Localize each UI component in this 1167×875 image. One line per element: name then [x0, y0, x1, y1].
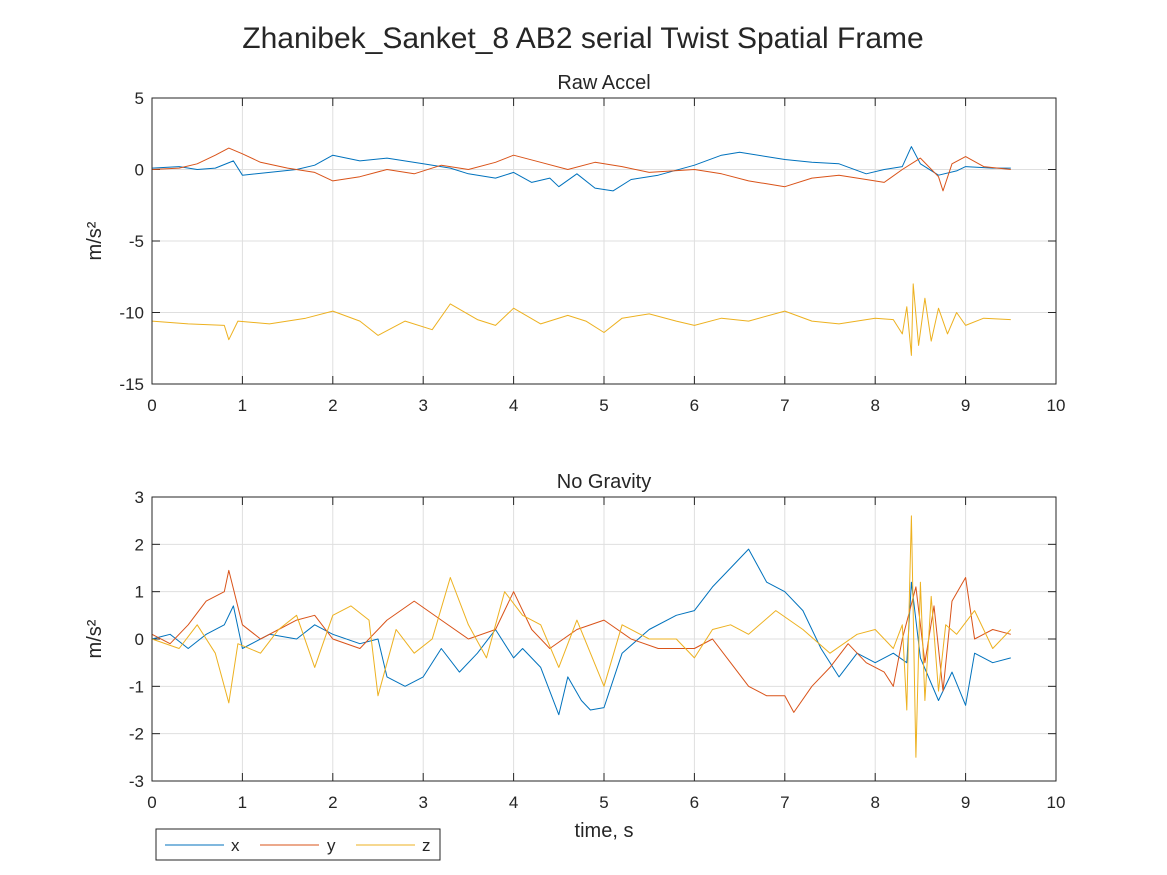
series-line-y	[151, 569, 1011, 713]
x-tick-label: 3	[418, 793, 427, 812]
x-tick-label: 5	[599, 396, 608, 415]
x-tick-label: 6	[690, 396, 699, 415]
x-tick-label: 8	[870, 793, 879, 812]
axes-frame	[151, 97, 1057, 385]
x-tick-label: 7	[780, 396, 789, 415]
x-tick-label: 0	[147, 396, 156, 415]
y-axis-label: m/s²	[84, 221, 106, 260]
x-tick-label: 8	[870, 396, 879, 415]
x-tick-label: 6	[690, 793, 699, 812]
y-tick-label: -1	[129, 677, 144, 696]
legend: x y z	[155, 828, 441, 861]
axes-title: Raw Accel	[557, 72, 650, 94]
x-tick-label: 2	[328, 396, 337, 415]
y-tick-label: -5	[129, 232, 144, 251]
y-tick-label: -3	[129, 772, 144, 791]
series-line-z	[151, 515, 1012, 758]
x-tick-label: 7	[780, 793, 789, 812]
axes-title: No Gravity	[557, 471, 651, 493]
series-line-z	[151, 283, 1011, 356]
y-tick-label: 2	[135, 535, 144, 554]
x-tick-label: 10	[1047, 396, 1066, 415]
y-tick-label: -2	[129, 725, 144, 744]
y-axis-label: m/s²	[84, 619, 106, 658]
x-tick-label: 9	[961, 793, 970, 812]
figure-title: Zhanibek_Sanket_8 AB2 serial Twist Spati…	[242, 22, 923, 55]
y-tick-label: 0	[135, 161, 144, 180]
series-line-x	[151, 548, 1011, 716]
x-tick-label: 5	[599, 793, 608, 812]
y-tick-label: 5	[135, 89, 144, 108]
x-tick-label: 1	[238, 793, 247, 812]
legend-label-x: x	[231, 836, 240, 855]
axes-1: 0 1 2 3 4 5 6 7 8 9 10 5 0 -5 -10 -15 Raw Accel m/s²	[84, 72, 1065, 415]
axes-frame	[151, 496, 1057, 782]
y-tick-label: 3	[135, 488, 144, 507]
x-axis-label: time, s	[575, 820, 634, 842]
legend-label-y: y	[327, 836, 336, 855]
x-tick-label: 4	[509, 793, 518, 812]
y-tick-label: -10	[119, 304, 144, 323]
x-tick-label: 0	[147, 793, 156, 812]
x-tick-label: 3	[418, 396, 427, 415]
y-tick-label: 1	[135, 583, 144, 602]
y-tick-label: 0	[135, 630, 144, 649]
legend-label-z: z	[422, 836, 431, 855]
series-line-x	[151, 146, 1011, 192]
series-line-y	[151, 147, 1011, 192]
x-tick-label: 10	[1047, 793, 1066, 812]
x-tick-label: 9	[961, 396, 970, 415]
y-tick-label: -15	[119, 375, 144, 394]
x-tick-label: 4	[509, 396, 518, 415]
x-tick-label: 2	[328, 793, 337, 812]
x-tick-label: 1	[238, 396, 247, 415]
